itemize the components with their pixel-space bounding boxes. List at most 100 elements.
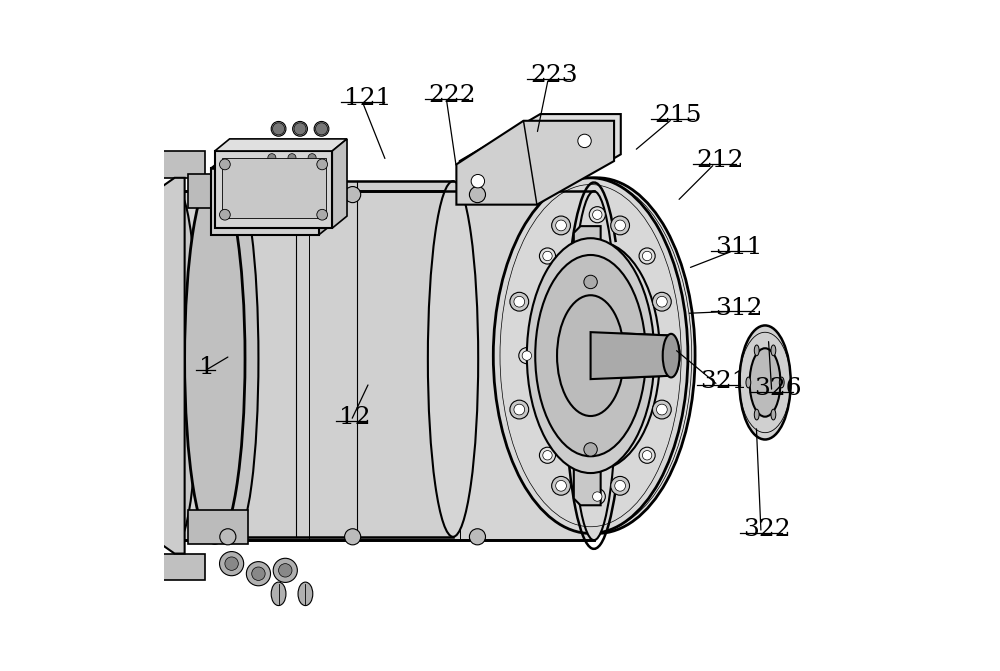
Text: 223: 223 bbox=[530, 64, 578, 87]
Circle shape bbox=[556, 480, 566, 491]
Circle shape bbox=[317, 159, 328, 170]
Circle shape bbox=[469, 529, 486, 545]
Circle shape bbox=[304, 150, 320, 166]
Ellipse shape bbox=[293, 121, 307, 136]
Circle shape bbox=[220, 529, 236, 545]
Text: 321: 321 bbox=[700, 370, 747, 393]
Circle shape bbox=[589, 488, 605, 505]
Circle shape bbox=[317, 209, 328, 220]
Circle shape bbox=[225, 557, 238, 570]
Circle shape bbox=[611, 216, 630, 235]
Circle shape bbox=[543, 252, 552, 261]
Ellipse shape bbox=[557, 295, 624, 416]
Circle shape bbox=[589, 207, 605, 223]
Circle shape bbox=[660, 348, 676, 364]
Ellipse shape bbox=[754, 409, 759, 420]
Circle shape bbox=[584, 443, 597, 456]
Circle shape bbox=[657, 404, 667, 415]
Circle shape bbox=[552, 476, 570, 495]
Ellipse shape bbox=[739, 325, 791, 440]
Ellipse shape bbox=[561, 295, 634, 416]
Ellipse shape bbox=[185, 174, 245, 544]
Circle shape bbox=[345, 187, 361, 203]
Ellipse shape bbox=[503, 181, 692, 530]
Circle shape bbox=[252, 567, 265, 580]
Ellipse shape bbox=[428, 181, 478, 537]
Text: 215: 215 bbox=[654, 104, 702, 127]
Polygon shape bbox=[591, 332, 671, 379]
FancyBboxPatch shape bbox=[211, 168, 319, 235]
Ellipse shape bbox=[754, 345, 759, 356]
Ellipse shape bbox=[750, 348, 780, 417]
Circle shape bbox=[593, 492, 602, 501]
Circle shape bbox=[246, 562, 271, 586]
Text: 222: 222 bbox=[428, 84, 476, 107]
Text: 311: 311 bbox=[715, 236, 762, 259]
Circle shape bbox=[510, 293, 529, 311]
Ellipse shape bbox=[271, 582, 286, 605]
Circle shape bbox=[273, 123, 285, 135]
Polygon shape bbox=[456, 121, 614, 205]
Circle shape bbox=[615, 480, 625, 491]
Text: 322: 322 bbox=[743, 518, 791, 541]
Ellipse shape bbox=[493, 178, 688, 533]
Text: 12: 12 bbox=[339, 406, 371, 429]
Circle shape bbox=[264, 150, 280, 166]
Text: 212: 212 bbox=[697, 149, 744, 172]
Circle shape bbox=[615, 220, 625, 231]
Ellipse shape bbox=[298, 582, 313, 605]
Text: 121: 121 bbox=[344, 87, 392, 110]
Circle shape bbox=[584, 331, 597, 344]
Circle shape bbox=[220, 159, 230, 170]
Circle shape bbox=[220, 187, 236, 203]
FancyBboxPatch shape bbox=[222, 158, 326, 218]
Circle shape bbox=[315, 123, 328, 135]
Ellipse shape bbox=[544, 258, 651, 453]
Circle shape bbox=[584, 275, 597, 289]
Ellipse shape bbox=[663, 336, 680, 376]
Circle shape bbox=[657, 297, 667, 307]
Circle shape bbox=[308, 154, 316, 162]
Ellipse shape bbox=[271, 121, 286, 136]
Ellipse shape bbox=[158, 191, 198, 540]
Polygon shape bbox=[188, 174, 248, 208]
Polygon shape bbox=[144, 151, 205, 178]
Text: 1: 1 bbox=[199, 356, 215, 378]
Ellipse shape bbox=[771, 409, 776, 420]
Circle shape bbox=[220, 552, 244, 576]
Circle shape bbox=[663, 351, 672, 360]
Circle shape bbox=[611, 476, 630, 495]
Circle shape bbox=[539, 447, 556, 463]
Ellipse shape bbox=[779, 377, 784, 388]
Polygon shape bbox=[319, 154, 336, 235]
Ellipse shape bbox=[570, 191, 617, 540]
Circle shape bbox=[639, 447, 655, 463]
Circle shape bbox=[469, 187, 486, 203]
Ellipse shape bbox=[663, 333, 679, 377]
Ellipse shape bbox=[499, 178, 695, 533]
Ellipse shape bbox=[527, 238, 654, 473]
Circle shape bbox=[543, 450, 552, 460]
Circle shape bbox=[288, 154, 296, 162]
Ellipse shape bbox=[314, 121, 329, 136]
Polygon shape bbox=[215, 139, 347, 151]
Text: 326: 326 bbox=[754, 377, 801, 400]
FancyBboxPatch shape bbox=[215, 151, 332, 228]
Circle shape bbox=[552, 216, 570, 235]
Polygon shape bbox=[460, 114, 621, 201]
Circle shape bbox=[345, 529, 361, 545]
Polygon shape bbox=[188, 510, 248, 544]
Circle shape bbox=[556, 220, 566, 231]
Circle shape bbox=[220, 209, 230, 220]
Circle shape bbox=[519, 348, 535, 364]
Circle shape bbox=[593, 210, 602, 219]
Text: 312: 312 bbox=[715, 297, 762, 319]
Polygon shape bbox=[332, 139, 347, 228]
Ellipse shape bbox=[771, 345, 776, 356]
Circle shape bbox=[279, 564, 292, 577]
Circle shape bbox=[639, 248, 655, 264]
Circle shape bbox=[268, 154, 276, 162]
Polygon shape bbox=[574, 226, 601, 505]
Ellipse shape bbox=[211, 181, 258, 537]
Circle shape bbox=[522, 351, 532, 360]
